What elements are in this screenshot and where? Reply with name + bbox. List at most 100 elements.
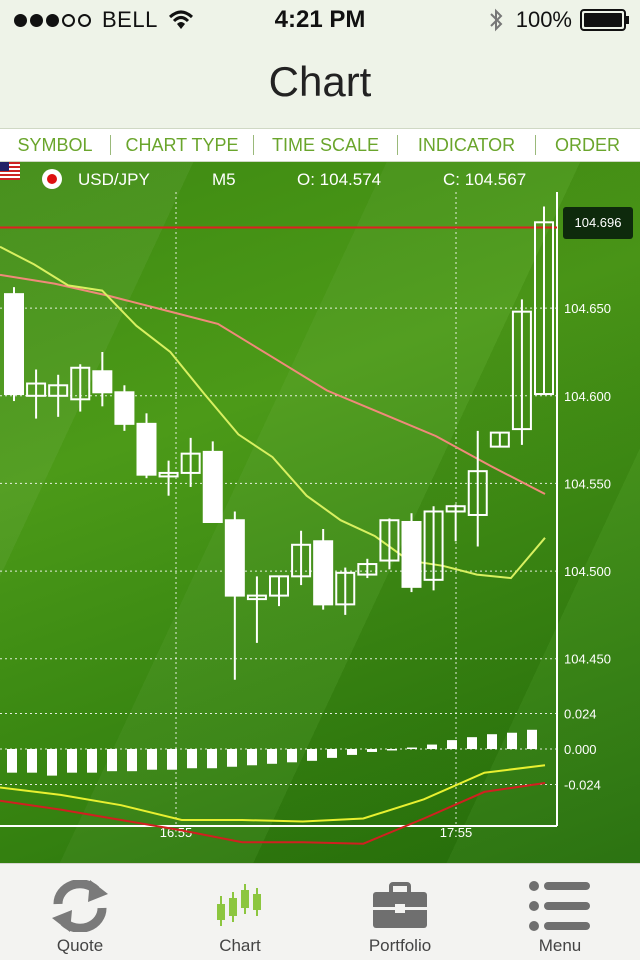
macd-histogram-bar (367, 749, 377, 752)
macd-histogram-bar (247, 749, 257, 766)
tab-label: Quote (56, 936, 104, 955)
nav-header: Chart (0, 40, 640, 128)
candle-body-down (92, 370, 113, 394)
tab-chart[interactable]: Chart (160, 864, 320, 960)
us-flag-icon (0, 162, 20, 180)
candle (180, 437, 201, 487)
candle (291, 530, 312, 586)
macd-histogram-bar (227, 749, 237, 767)
jp-flag-icon (42, 169, 62, 189)
ma-fast-line (0, 245, 546, 580)
bluetooth-icon (490, 8, 503, 32)
price-tick-label: 104.650 (564, 301, 611, 316)
signal-strength: BELL (14, 7, 194, 33)
candle-body-up (269, 575, 289, 597)
candle (26, 369, 47, 419)
macd-histogram-bar (447, 740, 457, 749)
candle-body-up (357, 563, 378, 576)
candle (511, 299, 532, 445)
macd-histogram-bar (527, 729, 537, 749)
chart-toolbar: SYMBOL CHART TYPE TIME SCALE INDICATOR O… (0, 128, 640, 162)
toolbar-order[interactable]: ORDER (554, 135, 620, 155)
candle (534, 206, 554, 396)
candle-body-down (114, 391, 135, 425)
tab-menu[interactable]: Menu (480, 864, 640, 960)
refresh-icon (52, 880, 108, 932)
candle-body-up (48, 384, 69, 397)
toolbar-time-scale[interactable]: TIME SCALE (271, 135, 380, 155)
toolbar-divider (397, 135, 398, 155)
candle (489, 431, 510, 448)
macd-histogram-bar (207, 749, 217, 769)
macd-histogram-bar (507, 732, 517, 749)
candle-body-up (246, 594, 267, 601)
time-tick-label: 17:55 (440, 825, 473, 840)
macd-histogram-bar (267, 749, 277, 764)
signal-dot (30, 13, 43, 27)
signal-dot (78, 13, 91, 27)
macd-histogram-bar (87, 749, 97, 773)
candle (379, 518, 400, 570)
macd-histogram-bar (347, 749, 357, 755)
candle (357, 558, 378, 579)
signal-dot (14, 13, 27, 27)
briefcase-icon (373, 882, 427, 928)
candle-body-down (401, 520, 422, 588)
candle-body-up (423, 510, 444, 581)
macd-histogram-bar (147, 749, 157, 770)
battery-percent: 100% (515, 7, 572, 32)
status-time: 4:21 PM (274, 6, 366, 33)
candle (136, 413, 157, 479)
toolbar-divider (535, 135, 536, 155)
indicator-tick-label: 0.000 (564, 742, 597, 757)
candle (246, 576, 267, 643)
candle (445, 504, 466, 542)
instrument-info: USD/JPY M5 O: 104.574 C: 104.567 (0, 162, 640, 196)
currency-pair[interactable]: USD/JPY (78, 170, 150, 189)
candle (4, 287, 24, 402)
price-tick-label: 104.550 (564, 476, 611, 491)
candle-body-down (136, 422, 157, 476)
macd-histogram-bar (27, 749, 37, 773)
toolbar-symbol[interactable]: SYMBOL (17, 135, 93, 155)
candle (114, 385, 135, 431)
timeframe: M5 (212, 170, 236, 189)
candle (423, 506, 444, 591)
candle-body-up (445, 505, 466, 513)
price-tick-label: 104.600 (564, 389, 611, 404)
tab-bar: Quote Chart Portfolio Menu (0, 863, 640, 960)
candle (158, 460, 179, 496)
tab-portfolio[interactable]: Portfolio (320, 864, 480, 960)
macd-histogram-bar (327, 749, 337, 758)
candle-body-up (26, 382, 47, 397)
macd-histogram-bar (387, 749, 397, 751)
candle (467, 430, 488, 547)
macd-histogram-bar (187, 749, 197, 769)
status-bar: BELL 4:21 PM 100% (0, 0, 640, 40)
toolbar-chart-type[interactable]: CHART TYPE (125, 135, 239, 155)
candle (70, 364, 91, 412)
price-chart[interactable]: 104.650 104.600 104.550 104.500 104.450 0.024… (0, 162, 640, 863)
candle-body-down (4, 293, 24, 396)
indicator-tick-label: 0.024 (564, 707, 597, 722)
signal-dot (62, 13, 75, 27)
close-price: C: 104.567 (443, 170, 527, 189)
candle-body-up (335, 571, 356, 606)
macd-histogram-bar (107, 749, 117, 772)
candle-body-up (534, 221, 554, 396)
macd-histogram-bar (7, 749, 17, 773)
current-price-badge: 104.696 (563, 207, 633, 239)
macd-fast-line (0, 764, 546, 823)
toolbar-indicator[interactable]: INDICATOR (417, 135, 516, 155)
carrier-name: BELL (102, 7, 158, 32)
candle (224, 511, 245, 680)
macd-histogram-bar (67, 749, 77, 773)
tab-quote[interactable]: Quote (0, 864, 160, 960)
ma-slow-line (0, 273, 546, 495)
candle (313, 529, 334, 610)
list-menu-icon (529, 881, 590, 931)
toolbar-divider (253, 135, 254, 155)
candle-body-up (70, 366, 91, 401)
price-tick-label: 104.500 (564, 564, 611, 579)
indicator-tick-label: -0.024 (564, 778, 601, 793)
